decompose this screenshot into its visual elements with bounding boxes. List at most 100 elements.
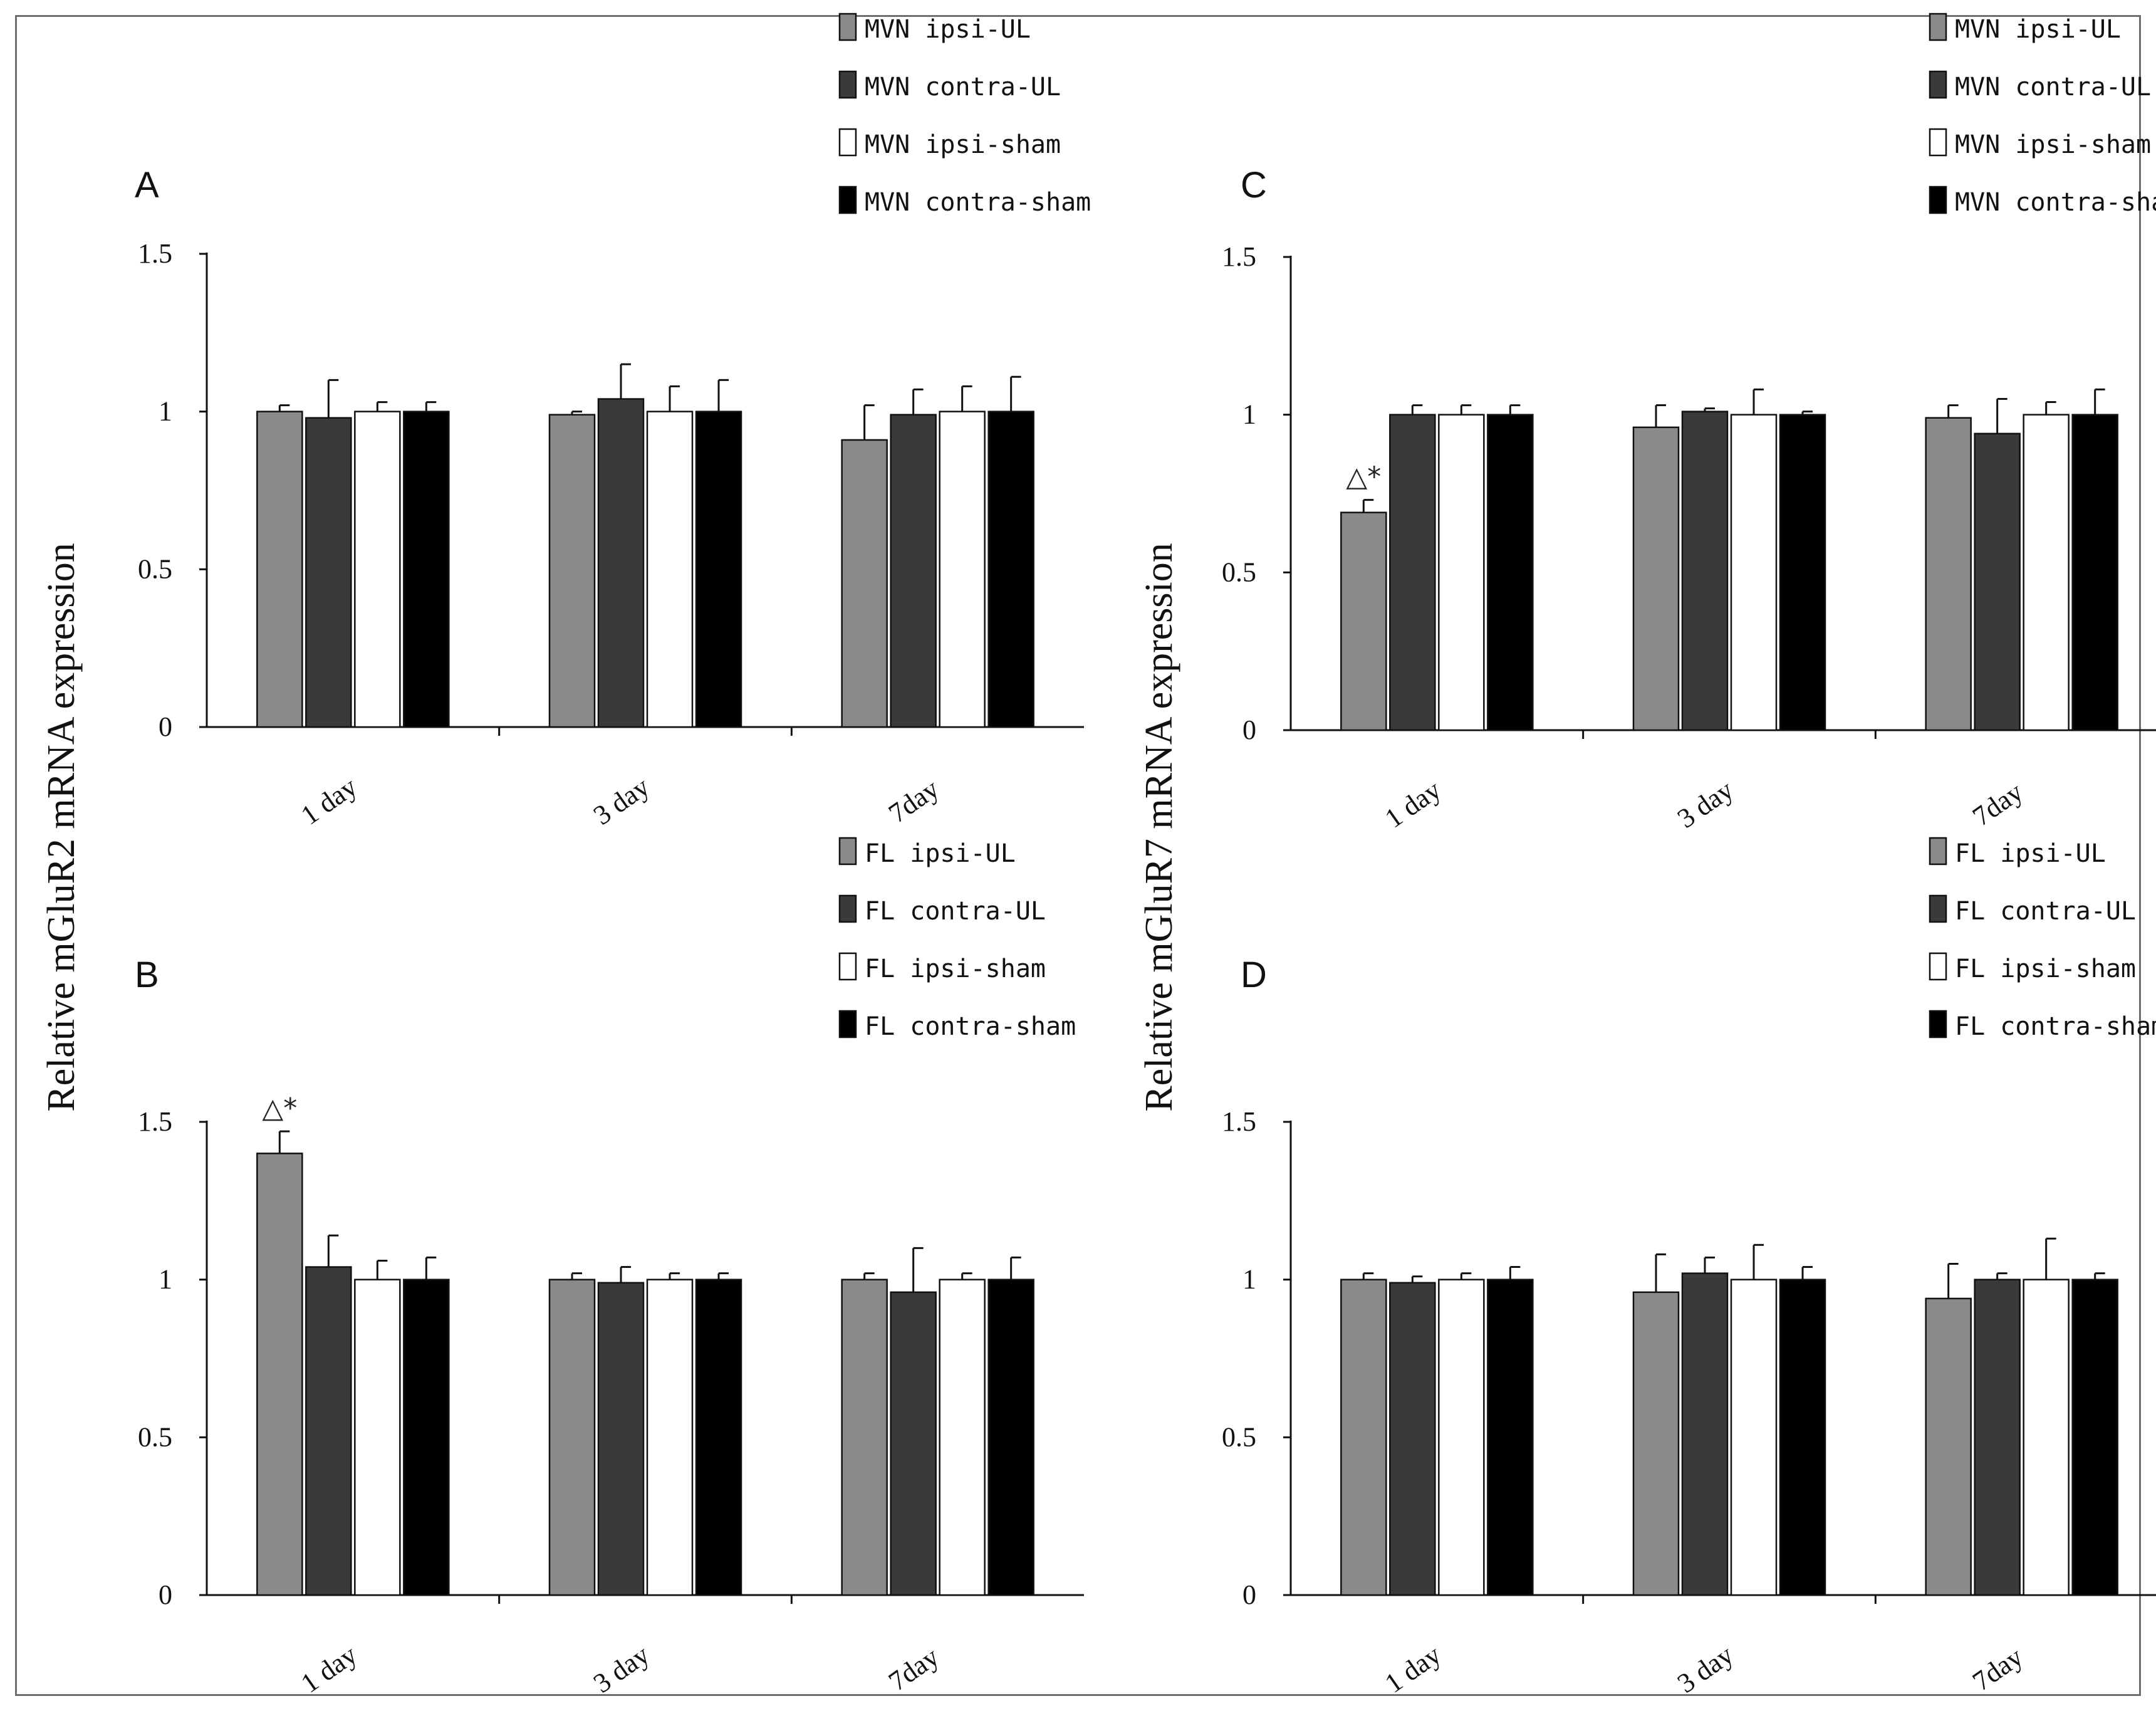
bar-a-0-2	[354, 411, 401, 728]
legend-swatch	[838, 894, 857, 923]
bar-a-2-2	[939, 411, 986, 728]
legend-label: FL ipsi-sham	[865, 955, 1046, 983]
y-tick-label: 1.5	[138, 238, 172, 269]
y-tick-label: 0	[159, 1579, 172, 1610]
chart-panel-d: D 0 0.5 1 1.5 1 day 3 day 7day FL ipsi-UL FL cont…	[1222, 837, 2156, 1699]
bar-c-1-3	[1779, 414, 1826, 731]
bar-b-0-2	[354, 1279, 401, 1596]
legend-label: MVN ipsi-UL	[865, 15, 1031, 44]
legend-label: MVN ipsi-sham	[1955, 130, 2151, 159]
bar-a-0-0	[256, 411, 303, 728]
x-tick-label: 1 day	[295, 1639, 362, 1699]
x-tick-label: 7day	[883, 1641, 944, 1697]
bar-a-2-1	[890, 414, 937, 728]
legend-label: MVN ipsi-sham	[865, 130, 1061, 159]
bar-d-2-2	[2023, 1279, 2070, 1596]
y-tick-label: 1	[1242, 1264, 1256, 1295]
bar-a-2-0	[841, 439, 888, 728]
bar-d-0-2	[1438, 1279, 1485, 1596]
panel-letter: C	[1241, 165, 1267, 206]
bar-b-1-3	[695, 1279, 742, 1596]
y-tick-label: 1	[159, 396, 172, 427]
x-tick-label: 3 day	[1672, 1639, 1739, 1699]
legend-swatch	[1929, 837, 1947, 866]
bar-d-1-3	[1779, 1279, 1826, 1596]
bar-d-2-0	[1925, 1297, 1972, 1596]
bar-a-0-3	[403, 411, 450, 728]
bar-b-1-0	[548, 1279, 596, 1596]
legend-label: MVN contra-UL	[865, 73, 1061, 102]
legend-label: MVN ipsi-UL	[1955, 15, 2121, 44]
bar-d-2-1	[1974, 1279, 2021, 1596]
x-tick-label: 3 day	[1672, 774, 1739, 834]
legend-swatch	[838, 13, 857, 41]
bar-c-2-2	[2023, 414, 2070, 731]
bar-b-1-1	[597, 1282, 645, 1596]
legend: FL ipsi-UL FL contra-UL FL ipsi-sham FL con…	[838, 837, 1076, 1041]
bar-d-1-2	[1730, 1279, 1778, 1596]
panel-letter: B	[135, 955, 159, 995]
significance-annotation: △*	[1346, 461, 1381, 493]
panels: A 0 0.5 1 1.5 1 day 3 day 7day MVN ipsi-UL MVN co…	[135, 13, 2156, 1699]
bar-c-0-3	[1487, 414, 1534, 731]
legend-swatch	[1929, 952, 1947, 981]
legend-swatch	[1929, 128, 1947, 157]
x-tick-label: 1 day	[1379, 774, 1446, 834]
legend-swatch	[1929, 70, 1947, 99]
legend-swatch	[1929, 13, 1947, 41]
x-tick-label: 3 day	[588, 771, 655, 831]
bar-d-0-0	[1340, 1279, 1387, 1596]
x-tick-label: 1 day	[1379, 1639, 1446, 1699]
x-tick-label: 7day	[1967, 777, 2028, 832]
bar-b-0-0	[256, 1153, 303, 1596]
bar-b-2-0	[841, 1279, 888, 1596]
legend-label: FL contra-sham	[1955, 1012, 2156, 1041]
y-axis-label-left: Relative mGluR2 mRNA expression	[40, 543, 83, 1112]
legend-swatch	[838, 128, 857, 157]
bar-c-2-0	[1925, 417, 1972, 731]
bar-a-2-3	[987, 411, 1034, 728]
legend-label: FL contra-UL	[865, 897, 1046, 926]
bar-c-0-0	[1340, 511, 1387, 731]
chart-panel-c: C00.511.51 day 3 day 7day△*MVN ipsi-ULMVN …	[1222, 13, 2156, 834]
bar-c-1-0	[1632, 426, 1680, 731]
legend-label: MVN contra-UL	[1955, 73, 2151, 102]
legend: MVN ipsi-UL MVN contra-UL MVN ipsi-sham MVN…	[838, 13, 1091, 217]
x-tick-label: 7day	[883, 773, 944, 829]
bar-b-0-1	[305, 1266, 352, 1596]
legend-swatch	[838, 70, 857, 99]
bar-a-1-3	[695, 411, 742, 728]
bar-c-0-1	[1389, 414, 1436, 731]
bar-c-0-2	[1438, 414, 1485, 731]
x-tick-label: 1 day	[295, 771, 362, 831]
bar-a-1-1	[597, 398, 645, 728]
legend-label: MVN contra-sham	[1955, 188, 2156, 217]
bar-b-1-2	[646, 1279, 694, 1596]
y-tick-label: 0.5	[138, 1421, 172, 1452]
panel-letter: A	[135, 165, 159, 206]
bar-a-0-1	[305, 417, 352, 728]
bar-d-2-3	[2071, 1279, 2118, 1596]
y-axis-label-right: Relative mGluR7 mRNA expression	[1138, 543, 1180, 1112]
y-tick-label: 1	[1242, 399, 1256, 430]
bar-c-1-2	[1730, 414, 1778, 731]
bar-d-0-1	[1389, 1282, 1436, 1596]
bar-d-1-1	[1681, 1272, 1729, 1596]
legend-swatch	[1929, 1010, 1947, 1039]
y-tick-label: 0.5	[1222, 1421, 1256, 1452]
bar-b-0-3	[403, 1279, 450, 1596]
legend-label: MVN contra-sham	[865, 188, 1091, 217]
legend-label: FL contra-sham	[865, 1012, 1076, 1041]
bar-d-0-3	[1487, 1279, 1534, 1596]
x-tick-label: 7day	[1967, 1641, 2028, 1697]
bar-b-2-1	[890, 1291, 937, 1596]
y-tick-label: 1.5	[138, 1106, 172, 1137]
chart-panel-b: B 0 0.5 1 1.5 1 day 3 day 7day △* FL ipsi-UL FL co…	[135, 837, 1084, 1699]
y-tick-label: 0	[159, 711, 172, 742]
legend-swatch	[838, 837, 857, 866]
bar-b-2-3	[987, 1279, 1034, 1596]
legend: MVN ipsi-UL MVN contra-UL MVN ipsi-sham MVN…	[1929, 13, 2156, 217]
legend-swatch	[838, 186, 857, 214]
y-tick-label: 0	[1242, 714, 1256, 745]
